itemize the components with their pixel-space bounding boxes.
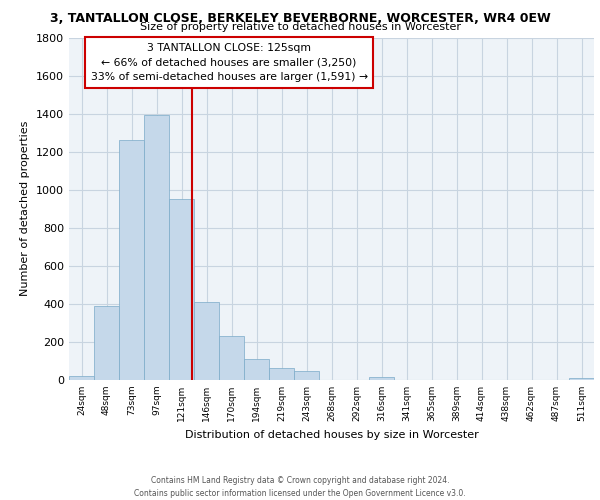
Bar	[194, 302, 219, 380]
Bar	[144, 114, 169, 380]
Bar	[69, 376, 94, 380]
Text: 3 TANTALLON CLOSE: 125sqm
← 66% of detached houses are smaller (3,250)
33% of se: 3 TANTALLON CLOSE: 125sqm ← 66% of detac…	[91, 42, 368, 82]
Bar	[169, 199, 194, 380]
Y-axis label: Number of detached properties: Number of detached properties	[20, 121, 31, 296]
Bar	[119, 140, 144, 380]
Bar	[569, 378, 594, 380]
Bar	[369, 377, 394, 380]
Bar	[244, 359, 269, 380]
X-axis label: Distribution of detached houses by size in Worcester: Distribution of detached houses by size …	[185, 430, 478, 440]
Bar	[269, 368, 294, 380]
Bar	[94, 306, 119, 380]
Text: 3, TANTALLON CLOSE, BERKELEY BEVERBORNE, WORCESTER, WR4 0EW: 3, TANTALLON CLOSE, BERKELEY BEVERBORNE,…	[50, 12, 550, 26]
Bar	[219, 336, 244, 380]
Bar	[294, 372, 319, 380]
Text: Size of property relative to detached houses in Worcester: Size of property relative to detached ho…	[139, 22, 461, 32]
Text: Contains HM Land Registry data © Crown copyright and database right 2024.
Contai: Contains HM Land Registry data © Crown c…	[134, 476, 466, 498]
